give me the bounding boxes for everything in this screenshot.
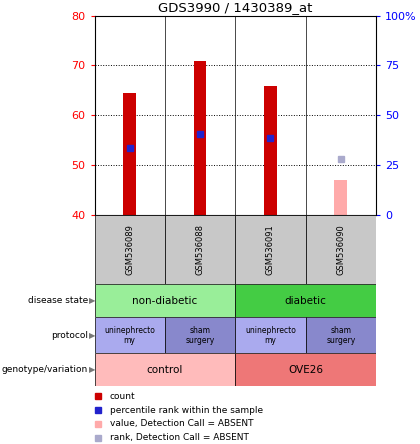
- Text: percentile rank within the sample: percentile rank within the sample: [110, 405, 263, 415]
- Text: disease state: disease state: [28, 296, 88, 305]
- Text: GSM536090: GSM536090: [336, 224, 345, 275]
- Bar: [306, 317, 376, 353]
- Bar: [123, 93, 136, 215]
- Bar: [94, 353, 235, 386]
- Text: uninephrecto
my: uninephrecto my: [245, 325, 296, 345]
- Text: uninephrecto
my: uninephrecto my: [104, 325, 155, 345]
- Text: rank, Detection Call = ABSENT: rank, Detection Call = ABSENT: [110, 433, 249, 442]
- Text: ▶: ▶: [89, 331, 96, 340]
- Bar: [235, 215, 306, 284]
- Bar: [165, 317, 235, 353]
- Title: GDS3990 / 1430389_at: GDS3990 / 1430389_at: [158, 1, 312, 14]
- Bar: [264, 87, 277, 215]
- Bar: [235, 317, 306, 353]
- Bar: [194, 62, 206, 215]
- Text: sham
surgery: sham surgery: [326, 325, 355, 345]
- Bar: [165, 215, 235, 284]
- Bar: [334, 180, 347, 215]
- Text: GSM536091: GSM536091: [266, 224, 275, 275]
- Text: value, Detection Call = ABSENT: value, Detection Call = ABSENT: [110, 420, 253, 428]
- Text: ▶: ▶: [89, 296, 96, 305]
- Bar: [94, 215, 165, 284]
- Text: OVE26: OVE26: [288, 365, 323, 375]
- Text: diabetic: diabetic: [285, 296, 326, 306]
- Bar: [94, 284, 235, 317]
- Text: non-diabetic: non-diabetic: [132, 296, 197, 306]
- Bar: [235, 353, 376, 386]
- Text: GSM536089: GSM536089: [125, 224, 134, 275]
- Bar: [235, 284, 376, 317]
- Bar: [306, 215, 376, 284]
- Text: GSM536088: GSM536088: [196, 224, 205, 275]
- Text: sham
surgery: sham surgery: [185, 325, 215, 345]
- Text: count: count: [110, 392, 136, 400]
- Text: control: control: [147, 365, 183, 375]
- Text: ▶: ▶: [89, 365, 96, 374]
- Text: genotype/variation: genotype/variation: [2, 365, 88, 374]
- Text: protocol: protocol: [51, 331, 88, 340]
- Bar: [94, 317, 165, 353]
